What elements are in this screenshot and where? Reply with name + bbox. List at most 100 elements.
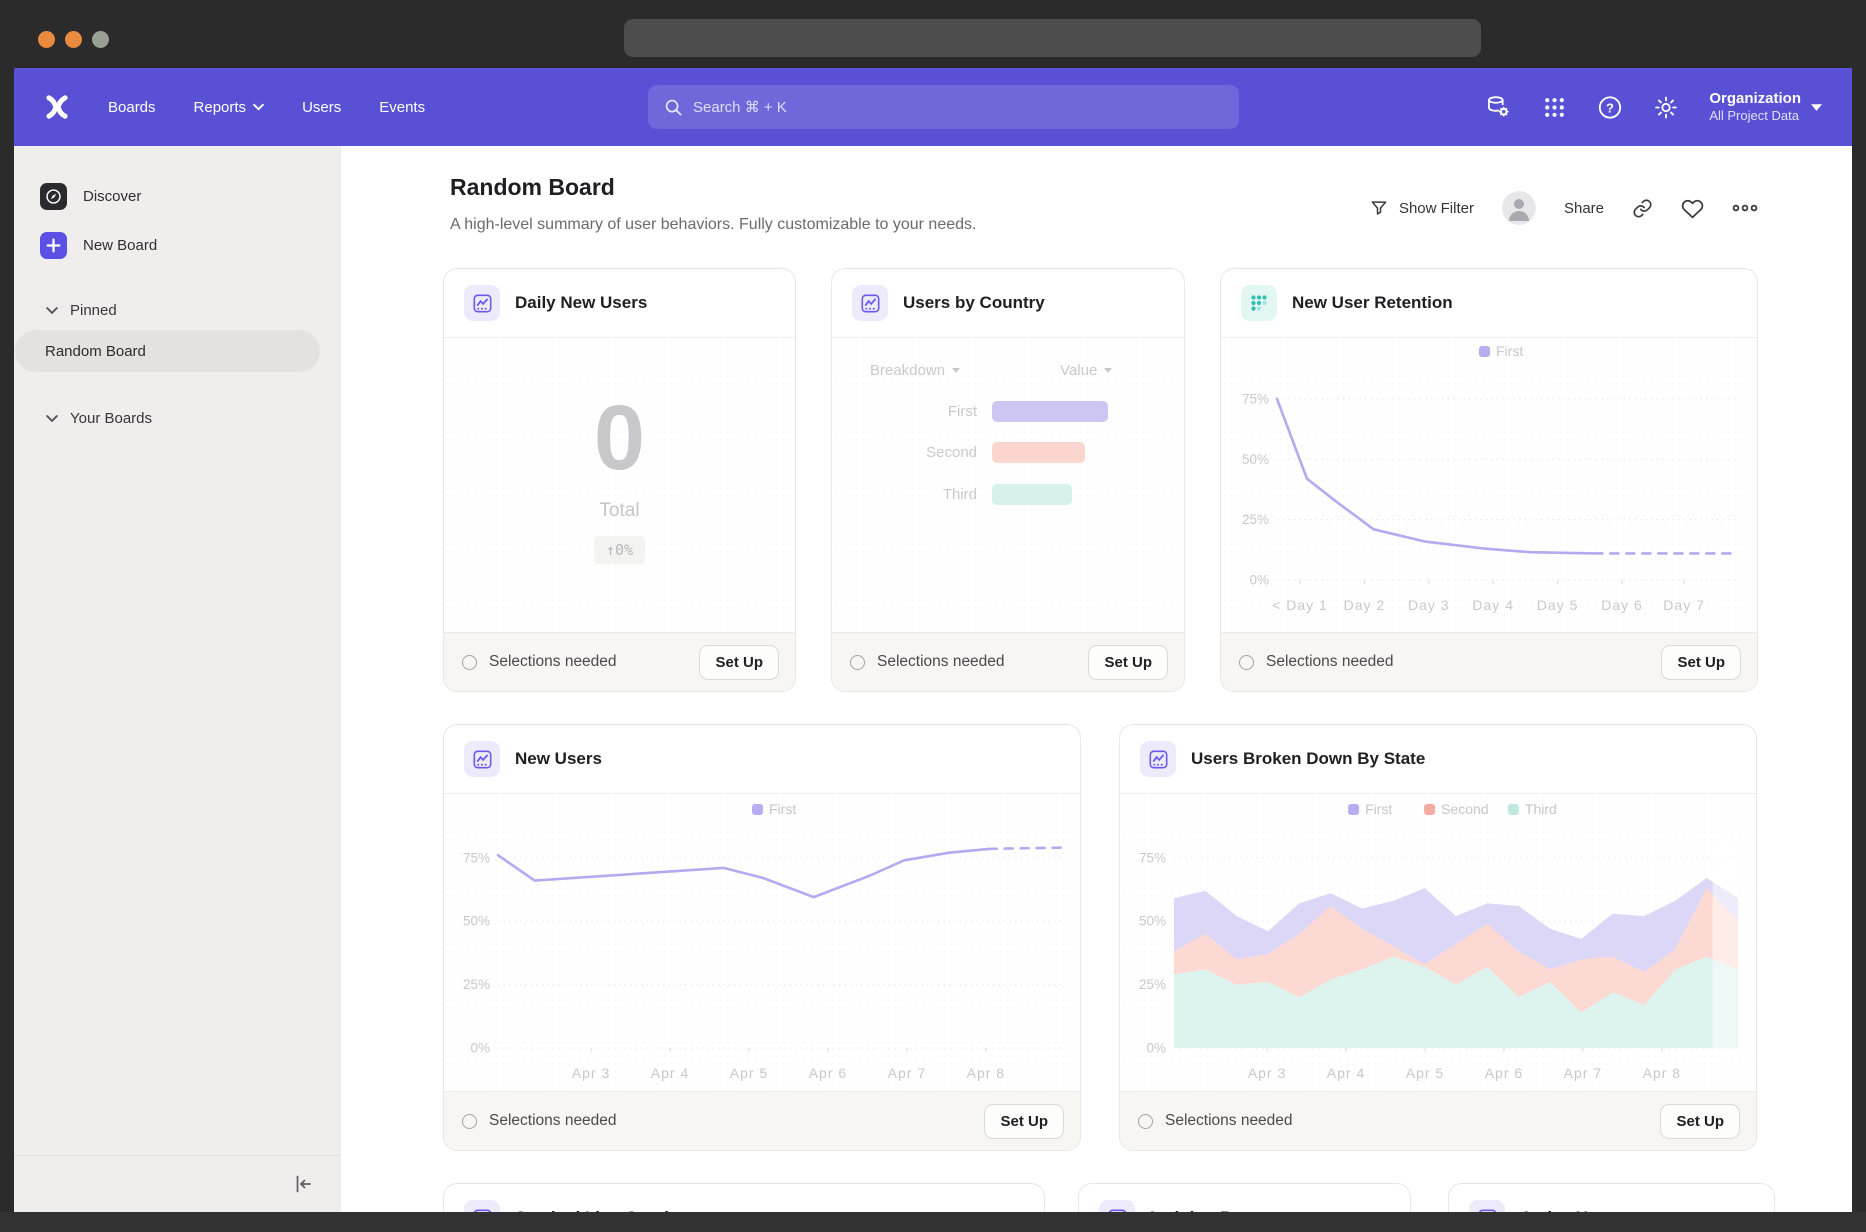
row-label: Second — [832, 444, 992, 461]
help-icon[interactable]: ? — [1597, 94, 1623, 120]
show-filter-label: Show Filter — [1399, 200, 1474, 217]
svg-text:Apr 8: Apr 8 — [967, 1065, 1005, 1081]
svg-text:First: First — [1496, 343, 1523, 359]
insights-chart-icon — [464, 285, 500, 321]
share-button[interactable]: Share — [1564, 200, 1604, 217]
nav-item-users[interactable]: Users — [302, 99, 341, 116]
close-window-button[interactable] — [38, 31, 55, 48]
sidebar-divider — [14, 1155, 341, 1156]
data-management-icon[interactable] — [1485, 94, 1511, 120]
window-titlebar — [0, 0, 1866, 68]
collapse-sidebar-icon[interactable] — [291, 1172, 315, 1196]
card-header: Stacked Line Graph — [444, 1184, 1044, 1212]
card-footer: Selections needed Set Up — [832, 632, 1184, 691]
sidebar-item-discover[interactable]: Discover — [40, 183, 141, 210]
svg-text:75%: 75% — [1242, 391, 1269, 406]
svg-text:50%: 50% — [463, 914, 490, 929]
svg-text:75%: 75% — [463, 850, 490, 865]
card-header: New User Retention — [1221, 269, 1757, 338]
svg-text:50%: 50% — [1242, 452, 1269, 467]
dropdown-caret-icon — [1104, 368, 1112, 373]
sidebar-section-pinned[interactable]: Pinned — [46, 302, 117, 319]
svg-text:Apr 8: Apr 8 — [1643, 1065, 1681, 1081]
nav-item-label: Boards — [108, 99, 156, 116]
copy-link-icon[interactable] — [1632, 198, 1653, 219]
help-glyph: ? — [1606, 100, 1614, 115]
svg-text:Second: Second — [1441, 801, 1488, 817]
card-header: Users Broken Down By State — [1120, 725, 1756, 794]
nav-item-events[interactable]: Events — [379, 99, 425, 116]
top-navbar: Boards Reports Users Events — [14, 68, 1852, 146]
card-stacked-line-graph: Stacked Line Graph — [443, 1183, 1045, 1212]
status-radio-icon — [462, 655, 477, 670]
avatar[interactable] — [1502, 191, 1536, 225]
svg-text:Apr 5: Apr 5 — [1406, 1065, 1444, 1081]
metric-delta-badge: ↑0% — [594, 536, 645, 564]
insights-chart-icon — [852, 285, 888, 321]
insights-chart-icon — [1140, 741, 1176, 777]
insights-chart-icon — [464, 741, 500, 777]
set-up-button[interactable]: Set Up — [699, 645, 779, 680]
card-footer: Selections needed Set Up — [444, 632, 795, 691]
sidebar-item-label: Discover — [83, 188, 141, 205]
status-text: Selections needed — [1165, 1112, 1293, 1130]
value-dropdown[interactable]: Value — [1060, 362, 1112, 379]
breakdown-dropdown[interactable]: Breakdown — [870, 362, 960, 379]
nav-item-reports[interactable]: Reports — [194, 99, 265, 116]
country-row: Third — [832, 484, 1184, 505]
more-options-icon[interactable] — [1732, 203, 1758, 213]
status-text: Selections needed — [1266, 653, 1394, 671]
row-label: First — [832, 403, 992, 420]
svg-text:Day 2: Day 2 — [1344, 597, 1386, 613]
sidebar-item-new-board[interactable]: New Board — [40, 232, 157, 259]
org-chevron-down-icon — [1811, 103, 1822, 111]
svg-text:0%: 0% — [1146, 1041, 1166, 1056]
minimize-window-button[interactable] — [65, 31, 82, 48]
board-content: Random Board A high-level summary of use… — [341, 146, 1852, 1212]
organization-switcher[interactable]: Organization All Project Data — [1709, 90, 1822, 125]
board-actions: Show Filter Share — [1369, 190, 1758, 226]
set-up-button[interactable]: Set Up — [1661, 645, 1741, 680]
retention-grid-icon — [1241, 285, 1277, 321]
mixpanel-logo[interactable] — [44, 94, 70, 120]
insights-chart-icon — [1469, 1200, 1505, 1212]
svg-text:Apr 6: Apr 6 — [809, 1065, 847, 1081]
svg-text:25%: 25% — [1242, 512, 1269, 527]
show-filter-button[interactable]: Show Filter — [1369, 198, 1474, 218]
apps-grid-icon[interactable] — [1541, 94, 1567, 120]
global-search[interactable] — [648, 85, 1239, 129]
svg-text:First: First — [769, 801, 796, 817]
nav-item-boards[interactable]: Boards — [108, 99, 156, 116]
card-header: Active Users — [1449, 1184, 1774, 1212]
card-header: New Users — [444, 725, 1080, 794]
sidebar-section-your-boards[interactable]: Your Boards — [46, 410, 152, 427]
svg-text:Day 5: Day 5 — [1537, 597, 1579, 613]
compass-icon — [40, 183, 67, 210]
card-title: New Users — [515, 749, 602, 769]
project-name: All Project Data — [1709, 108, 1801, 124]
card-header: Insights Report — [1079, 1184, 1410, 1212]
card-insights-report: Insights Report — [1078, 1183, 1411, 1212]
svg-text:50%: 50% — [1139, 914, 1166, 929]
search-input[interactable] — [693, 99, 1239, 116]
zoom-window-button[interactable] — [92, 31, 109, 48]
card-body: 0 Total ↑0% — [444, 338, 795, 632]
browser-address-bar[interactable] — [624, 19, 1481, 57]
card-title: Users Broken Down By State — [1191, 749, 1425, 769]
set-up-button[interactable]: Set Up — [984, 1104, 1064, 1139]
svg-text:Apr 4: Apr 4 — [651, 1065, 689, 1081]
sidebar-item-label: Random Board — [45, 343, 146, 360]
organization-name: Organization — [1709, 90, 1801, 109]
set-up-button[interactable]: Set Up — [1088, 645, 1168, 680]
dropdown-label: Value — [1060, 362, 1097, 379]
sidebar: Discover New Board Pinned Random Board Y… — [14, 146, 341, 1212]
set-up-button[interactable]: Set Up — [1660, 1104, 1740, 1139]
window-frame-bottom — [0, 1212, 1866, 1232]
metric-value: 0 — [594, 392, 645, 484]
settings-gear-icon[interactable] — [1653, 94, 1679, 120]
status-text: Selections needed — [489, 1112, 617, 1130]
status-radio-icon — [1138, 1114, 1153, 1129]
sidebar-item-random-board[interactable]: Random Board — [15, 330, 320, 372]
status-text: Selections needed — [877, 653, 1005, 671]
favorite-heart-icon[interactable] — [1681, 197, 1704, 220]
